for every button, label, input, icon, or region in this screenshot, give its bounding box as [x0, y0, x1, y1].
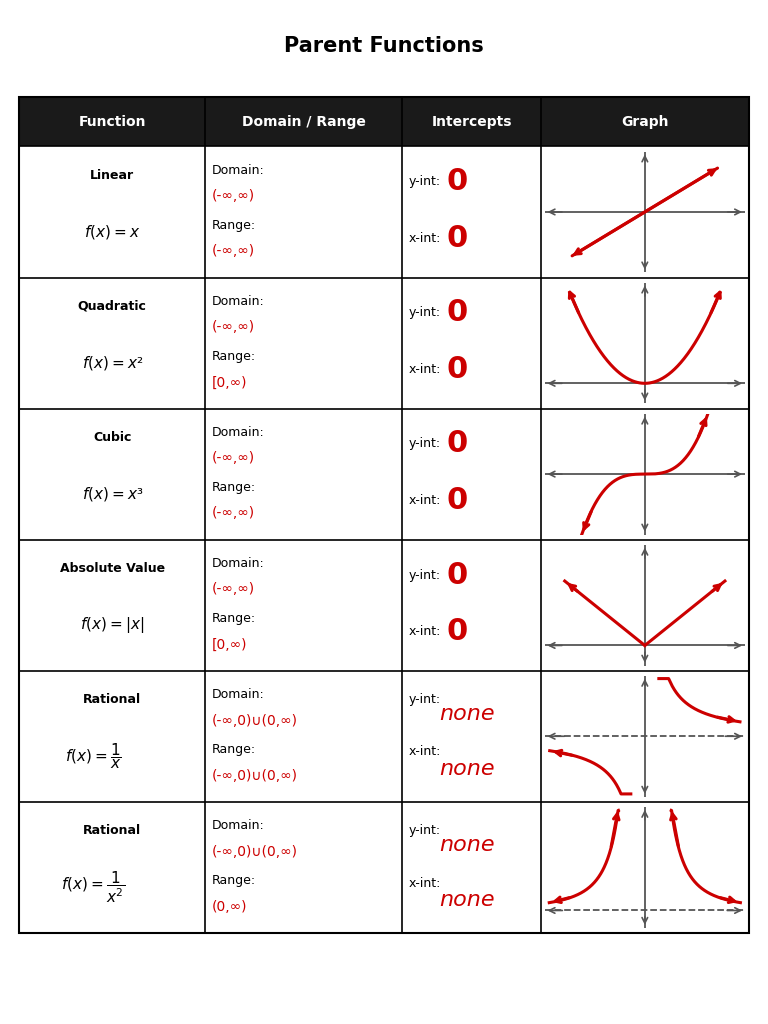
Text: y-int:: y-int:	[409, 175, 441, 188]
Text: none: none	[439, 759, 495, 779]
Text: Range:: Range:	[211, 873, 256, 887]
Text: x-int:: x-int:	[409, 231, 441, 245]
Text: 0: 0	[447, 485, 468, 515]
Text: Cubic: Cubic	[93, 431, 131, 444]
Text: Domain:: Domain:	[211, 426, 264, 438]
Text: x-int:: x-int:	[409, 877, 441, 890]
Text: $f(x) = x²$: $f(x) = x²$	[81, 353, 143, 372]
Text: none: none	[439, 890, 495, 910]
Text: Rational: Rational	[83, 693, 141, 707]
Text: y-int:: y-int:	[409, 437, 441, 451]
Text: Intercepts: Intercepts	[432, 115, 511, 129]
Text: Domain:: Domain:	[211, 819, 264, 831]
Text: Domain / Range: Domain / Range	[242, 115, 366, 129]
Text: (-∞,∞): (-∞,∞)	[211, 245, 254, 258]
Text: $f(x) = x$: $f(x) = x$	[84, 222, 141, 241]
Text: x-int:: x-int:	[409, 362, 441, 376]
Text: Range:: Range:	[211, 218, 256, 231]
Text: 0: 0	[447, 616, 468, 646]
Text: (-∞,0)∪(0,∞): (-∞,0)∪(0,∞)	[211, 769, 297, 782]
Text: (-∞,∞): (-∞,∞)	[211, 507, 254, 520]
Text: Range:: Range:	[211, 611, 256, 625]
Text: (-∞,∞): (-∞,∞)	[211, 452, 254, 465]
Text: Domain:: Domain:	[211, 557, 264, 569]
Text: none: none	[439, 835, 495, 855]
Text: [0,∞): [0,∞)	[211, 376, 247, 389]
Text: 0: 0	[447, 560, 468, 590]
Text: Linear: Linear	[90, 169, 134, 182]
Text: $f(x) = \dfrac{1}{x^2}$: $f(x) = \dfrac{1}{x^2}$	[61, 869, 125, 905]
Text: $f(x) = \dfrac{1}{x}$: $f(x) = \dfrac{1}{x}$	[65, 741, 121, 771]
Text: Range:: Range:	[211, 742, 256, 756]
Text: $f(x) = |x|$: $f(x) = |x|$	[80, 614, 144, 635]
Text: 0: 0	[447, 167, 468, 197]
Text: 0: 0	[447, 354, 468, 384]
Text: Function: Function	[78, 115, 146, 129]
Bar	[19, 97, 749, 146]
Text: Absolute Value: Absolute Value	[60, 562, 165, 575]
Text: (-∞,0)∪(0,∞): (-∞,0)∪(0,∞)	[211, 714, 297, 727]
Text: Domain:: Domain:	[211, 688, 264, 700]
Text: $f(x) = x³$: $f(x) = x³$	[81, 484, 143, 503]
Text: (-∞,0)∪(0,∞): (-∞,0)∪(0,∞)	[211, 845, 297, 858]
Bar	[19, 97, 749, 933]
Text: (-∞,∞): (-∞,∞)	[211, 583, 254, 596]
Text: Range:: Range:	[211, 349, 256, 362]
Text: Graph: Graph	[621, 115, 669, 129]
Text: [0,∞): [0,∞)	[211, 638, 247, 651]
Text: y-int:: y-int:	[409, 568, 441, 582]
Text: Domain:: Domain:	[211, 295, 264, 307]
Text: y-int:: y-int:	[409, 306, 441, 319]
Text: y-int:: y-int:	[409, 693, 441, 707]
Text: y-int:: y-int:	[409, 824, 441, 838]
Text: Range:: Range:	[211, 480, 256, 494]
Text: x-int:: x-int:	[409, 494, 441, 507]
Text: 0: 0	[447, 298, 468, 328]
Text: (-∞,∞): (-∞,∞)	[211, 321, 254, 334]
Text: 0: 0	[447, 223, 468, 253]
Text: (-∞,∞): (-∞,∞)	[211, 189, 254, 203]
Text: Domain:: Domain:	[211, 164, 264, 176]
Text: Rational: Rational	[83, 824, 141, 838]
Text: x-int:: x-int:	[409, 745, 441, 759]
Text: Parent Functions: Parent Functions	[284, 36, 484, 56]
Text: x-int:: x-int:	[409, 625, 441, 638]
Text: (0,∞): (0,∞)	[211, 900, 247, 913]
Text: none: none	[439, 703, 495, 724]
Text: 0: 0	[447, 429, 468, 459]
Text: Quadratic: Quadratic	[78, 300, 147, 313]
